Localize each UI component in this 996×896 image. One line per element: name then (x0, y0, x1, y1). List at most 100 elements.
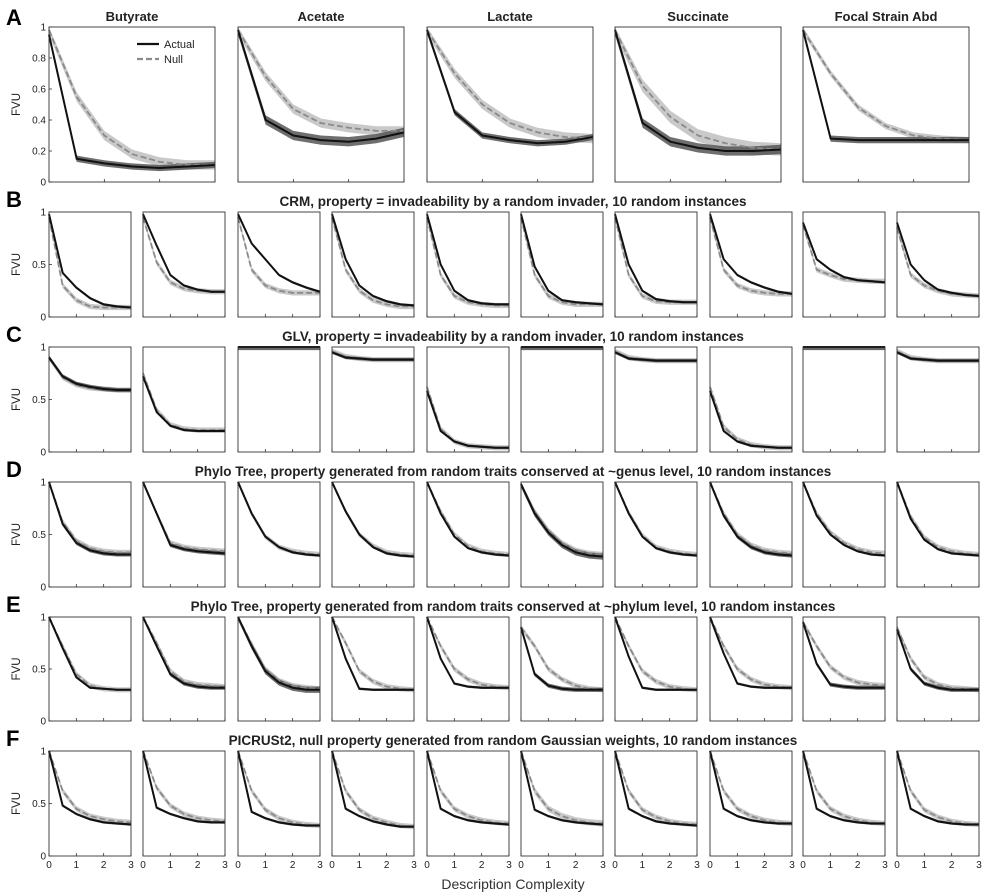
null-series-line (426, 386, 509, 449)
null-band (427, 384, 509, 451)
null-series-line (709, 481, 793, 555)
row-title: CRM, property = invadeability by a rando… (279, 194, 746, 209)
null-band (521, 624, 603, 693)
actual-series-line (48, 34, 216, 170)
null-series-line (142, 372, 225, 431)
actual-band (143, 212, 225, 294)
actual-series-line (142, 213, 225, 293)
null-band (615, 482, 697, 558)
legend: Actual Null (137, 39, 195, 66)
x-tick-label: 2 (855, 860, 861, 871)
axes-frame (331, 346, 415, 453)
subplot (237, 481, 321, 588)
subplot (142, 616, 226, 722)
subplot: 0 1 2 3 (800, 750, 888, 871)
axes-frame (142, 346, 226, 453)
subplot (520, 211, 604, 318)
column-title: Acetate (298, 9, 345, 24)
x-tick-label: 1 (452, 860, 458, 871)
x-tick-label: 1 (828, 860, 834, 871)
actual-series-line (237, 616, 320, 691)
actual-series-line (896, 222, 980, 297)
subplot (614, 346, 698, 453)
actual-series-line (48, 616, 131, 691)
null-series-line (709, 750, 793, 825)
null-series-line (237, 29, 404, 132)
subplot (426, 346, 510, 453)
legend-actual-label: Actual (164, 39, 195, 51)
x-tick-label: 3 (976, 860, 982, 871)
null-series-line (709, 616, 793, 689)
x-tick-label: 2 (479, 860, 485, 871)
actual-band (332, 212, 414, 307)
null-band (238, 27, 404, 136)
subplot (237, 346, 321, 453)
null-band (143, 370, 225, 433)
subplot (802, 481, 886, 588)
x-tick-label: 0 (612, 860, 618, 871)
actual-band (49, 617, 131, 691)
null-band (143, 482, 225, 554)
subplot (896, 481, 980, 588)
axes-frame (237, 26, 405, 183)
subplot (237, 616, 321, 722)
null-series-line (802, 750, 886, 825)
x-tick-label: 1 (546, 860, 552, 871)
null-series-line (802, 621, 886, 687)
axes-frame (896, 750, 980, 857)
column-title: Succinate (667, 9, 728, 24)
y-tick-label: 1 (40, 478, 46, 489)
axes-frame (896, 481, 980, 588)
null-band (710, 384, 792, 451)
actual-series-line (48, 356, 131, 392)
axes-frame (896, 616, 980, 722)
null-series-line (614, 616, 698, 691)
column-title: Butyrate (106, 9, 159, 24)
chart-row-e: E Phylo Tree, property generated from ran… (6, 592, 980, 728)
null-series-line (709, 217, 792, 295)
y-tick-label: 1 (40, 747, 46, 758)
subplot (802, 346, 886, 453)
y-tick-label: 0.6 (32, 85, 46, 96)
subplot: Acetate (237, 9, 405, 183)
axes-frame (709, 481, 793, 588)
subplot: 0 1 2 3 (518, 750, 606, 871)
axes-frame (237, 346, 321, 453)
null-band (49, 617, 131, 693)
y-axis-label: FVU (11, 792, 23, 815)
axes-frame (237, 750, 321, 857)
actual-series-line (802, 222, 886, 284)
subplot (614, 616, 698, 722)
x-tick-label: 3 (694, 860, 700, 871)
legend-null-label: Null (164, 54, 183, 66)
actual-series-line (614, 351, 697, 362)
subplot (142, 346, 226, 453)
subplot (896, 211, 980, 318)
null-band (710, 214, 792, 297)
actual-series-line (142, 750, 225, 824)
row-title: Phylo Tree, property generated from rand… (195, 464, 832, 479)
subplot: 0 1 2 3 (140, 750, 228, 871)
null-series-line (48, 29, 215, 166)
actual-band (521, 482, 603, 560)
subplot (426, 481, 510, 588)
y-tick-label: 1 (40, 208, 46, 219)
subplot (614, 481, 698, 588)
axes-frame (802, 750, 886, 857)
y-tick-label: 0.5 (32, 260, 46, 271)
axes-frame (614, 616, 698, 722)
column-title: Focal Strain Abd (835, 9, 938, 24)
actual-series-line (331, 481, 415, 558)
null-band (49, 354, 131, 393)
actual-band (427, 389, 509, 450)
actual-series-line (520, 627, 603, 691)
y-axis-label: FVU (11, 658, 23, 681)
null-band (427, 27, 593, 144)
null-series-line (331, 217, 414, 308)
axes-frame (520, 211, 604, 318)
axes-frame (142, 481, 226, 588)
axes-frame (331, 211, 415, 318)
axes-frame (520, 750, 604, 857)
x-tick-label: 0 (46, 860, 52, 871)
null-series-line (802, 481, 886, 555)
